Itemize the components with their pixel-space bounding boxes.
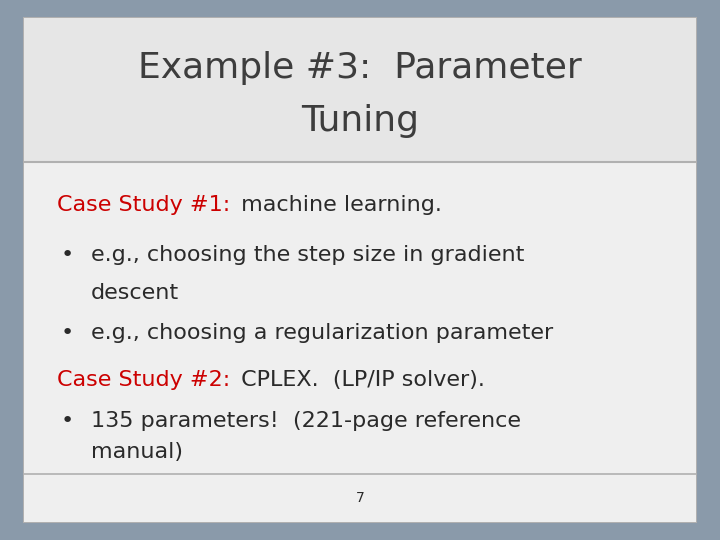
Text: 135 parameters!  (221-page reference: 135 parameters! (221-page reference — [91, 410, 521, 430]
Text: •: • — [61, 410, 74, 430]
Bar — [24, 161, 696, 474]
Text: Case Study #1:: Case Study #1: — [58, 195, 230, 215]
Text: machine learning.: machine learning. — [233, 195, 441, 215]
Text: descent: descent — [91, 282, 179, 302]
Text: 7: 7 — [356, 491, 364, 505]
Text: e.g., choosing the step size in gradient: e.g., choosing the step size in gradient — [91, 245, 524, 265]
Bar — [24, 18, 696, 161]
Text: Tuning: Tuning — [301, 104, 419, 138]
Text: CPLEX.  (LP/IP solver).: CPLEX. (LP/IP solver). — [233, 370, 485, 390]
Bar — [24, 474, 696, 522]
Text: •: • — [61, 245, 74, 265]
Text: e.g., choosing a regularization parameter: e.g., choosing a regularization paramete… — [91, 323, 553, 343]
Text: Case Study #2:: Case Study #2: — [58, 370, 230, 390]
Text: manual): manual) — [91, 442, 183, 462]
Text: •: • — [61, 323, 74, 343]
Text: Example #3:  Parameter: Example #3: Parameter — [138, 51, 582, 85]
